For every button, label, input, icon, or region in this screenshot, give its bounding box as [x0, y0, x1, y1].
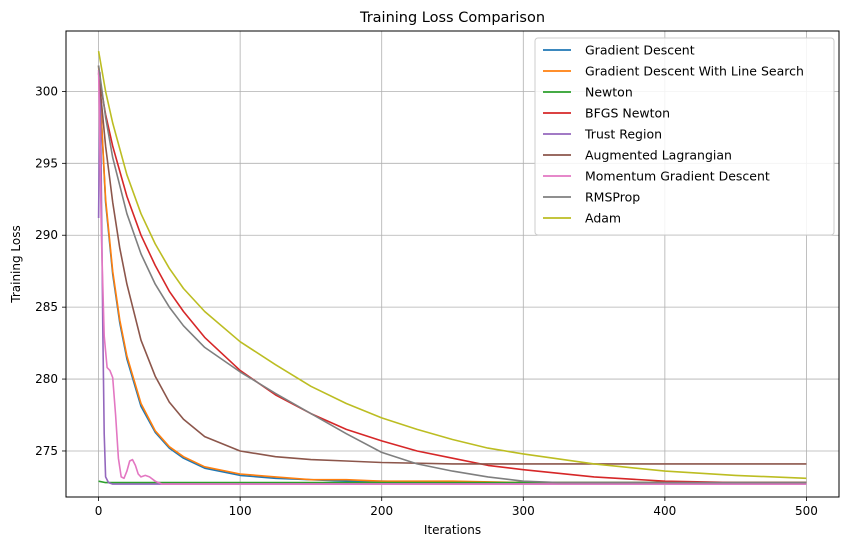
- y-tick-label: 285: [35, 300, 58, 314]
- legend-label: Newton: [585, 85, 633, 100]
- legend-label: Gradient Descent With Line Search: [585, 64, 804, 79]
- y-tick-label: 280: [35, 372, 58, 386]
- legend-label: Augmented Lagrangian: [585, 148, 732, 163]
- y-tick-label: 275: [35, 444, 58, 458]
- x-axis-title: Iterations: [424, 523, 481, 537]
- legend-label: Momentum Gradient Descent: [585, 169, 770, 184]
- series-line-adam: [97, 50, 807, 480]
- legend-box: [534, 37, 835, 236]
- legend-label: Adam: [585, 211, 621, 226]
- x-tick-label: 300: [512, 504, 535, 518]
- plot-frame: [65, 30, 840, 498]
- chart-title: Training Loss Comparison: [359, 10, 545, 26]
- x-tick-label: 100: [229, 504, 252, 518]
- x-tick-label: 400: [653, 504, 676, 518]
- y-tick-label: 290: [35, 228, 58, 242]
- y-axis-ticks: 275 280 285 290 295 300: [35, 84, 66, 458]
- x-axis-ticks: 0 100 200 300 400 500: [95, 497, 818, 518]
- series-line-momentum-gradient-descent: [97, 69, 807, 485]
- legend-label: Gradient Descent: [585, 43, 695, 58]
- y-tick-label: 295: [35, 156, 58, 170]
- legend-label: BFGS Newton: [585, 106, 670, 121]
- y-axis-title: Training Loss: [9, 225, 23, 303]
- series-lines: [97, 50, 807, 485]
- y-tick-label: 300: [35, 84, 58, 98]
- series-line-augmented-lagrangian: [97, 72, 807, 465]
- legend-label: Trust Region: [584, 127, 662, 142]
- legend: Gradient Descent Gradient Descent With Li…: [534, 37, 835, 236]
- legend-label: RMSProp: [585, 190, 640, 205]
- series-line-rmsprop: [97, 65, 807, 484]
- x-tick-label: 500: [795, 504, 818, 518]
- x-tick-label: 200: [370, 504, 393, 518]
- x-tick-label: 0: [95, 504, 103, 518]
